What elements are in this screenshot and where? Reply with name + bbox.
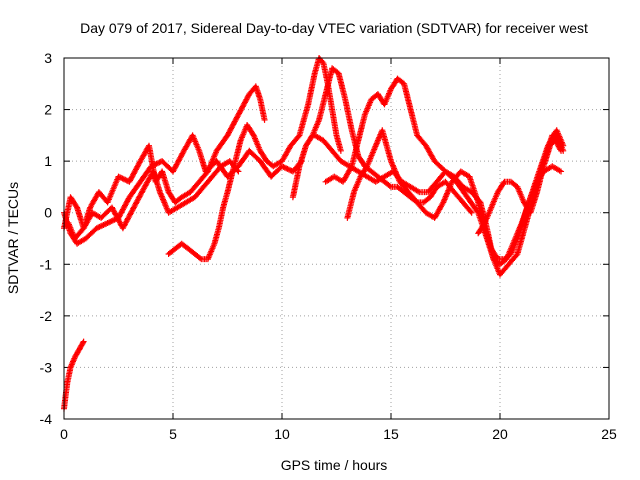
series-track-i (344, 127, 565, 263)
y-tick-label: -3 (40, 359, 53, 375)
x-tick-label: 20 (492, 426, 508, 442)
data-point-markers (61, 132, 305, 247)
plot-frame (63, 57, 610, 420)
y-tick-label: -1 (40, 256, 53, 272)
x-axis-label: GPS time / hours (281, 457, 388, 473)
data-point-markers (61, 338, 87, 412)
x-tick-label: 25 (601, 426, 617, 442)
y-tick-label: 0 (44, 205, 52, 221)
series-track-c (61, 132, 305, 247)
x-tick-label: 15 (383, 426, 399, 442)
x-tick-label: 10 (274, 426, 290, 442)
y-tick-label: -4 (40, 411, 53, 427)
x-tick-label: 0 (60, 426, 68, 442)
x-tick-label: 5 (169, 426, 177, 442)
data-marks (61, 55, 567, 412)
data-point-markers (475, 132, 567, 237)
y-tick-label: -2 (40, 308, 53, 324)
chart-title: Day 079 of 2017, Sidereal Day-to-day VTE… (80, 20, 588, 36)
series-track-d (65, 158, 242, 242)
y-axis-label: SDTVAR / TECUs (5, 182, 21, 294)
grid-lines (64, 58, 609, 419)
data-point-markers (165, 55, 344, 263)
data-point-markers (65, 158, 242, 242)
series-track-a (61, 338, 87, 412)
series-track-j (475, 132, 567, 237)
data-point-markers (344, 127, 565, 263)
y-tick-label: 1 (44, 153, 52, 169)
axis-ticks: 0 5 10 15 20 25 -4 -3 -2 -1 0 1 2 3 (40, 50, 617, 442)
series-track-e (165, 55, 344, 263)
y-tick-label: 2 (44, 102, 52, 118)
y-tick-label: 3 (44, 50, 52, 66)
